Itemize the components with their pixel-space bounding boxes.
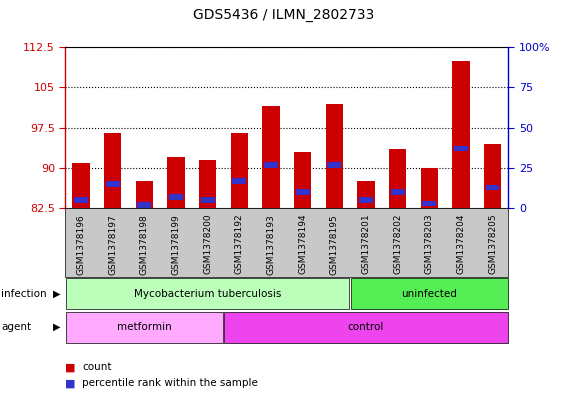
Bar	[327, 162, 341, 167]
Bar	[420, 168, 438, 208]
Text: GSM1378194: GSM1378194	[298, 214, 307, 274]
Bar	[389, 149, 406, 208]
Text: GSM1378198: GSM1378198	[140, 214, 149, 275]
Bar	[201, 197, 215, 203]
Bar	[136, 182, 153, 208]
Text: GSM1378204: GSM1378204	[457, 214, 465, 274]
Bar	[454, 146, 468, 151]
Text: GDS5436 / ILMN_2802733: GDS5436 / ILMN_2802733	[193, 8, 375, 22]
Text: control: control	[348, 322, 384, 332]
Text: GSM1378197: GSM1378197	[108, 214, 117, 275]
Text: GSM1378199: GSM1378199	[172, 214, 181, 275]
Text: GSM1378192: GSM1378192	[235, 214, 244, 274]
Text: ■: ■	[65, 378, 76, 388]
Bar	[486, 185, 499, 190]
Bar	[224, 312, 508, 343]
Text: GSM1378193: GSM1378193	[266, 214, 275, 275]
Bar	[325, 104, 343, 208]
Bar	[359, 197, 373, 203]
Text: uninfected: uninfected	[402, 289, 457, 299]
Bar	[66, 278, 349, 309]
Bar	[169, 194, 183, 200]
Bar	[391, 189, 404, 195]
Bar	[264, 162, 278, 167]
Text: infection: infection	[1, 289, 47, 299]
Text: GSM1378205: GSM1378205	[488, 214, 497, 274]
Bar	[73, 163, 90, 208]
Bar	[199, 160, 216, 208]
Bar	[422, 201, 436, 206]
Text: count: count	[82, 362, 112, 373]
Bar	[74, 197, 88, 203]
Text: GSM1378203: GSM1378203	[425, 214, 434, 274]
Bar	[66, 312, 223, 343]
Text: agent: agent	[1, 322, 31, 332]
Text: GSM1378202: GSM1378202	[393, 214, 402, 274]
Bar	[231, 133, 248, 208]
Bar	[357, 182, 375, 208]
Bar	[106, 181, 120, 187]
Bar	[232, 178, 247, 184]
Bar	[137, 202, 152, 208]
Text: metformin: metformin	[117, 322, 172, 332]
Bar	[484, 144, 501, 208]
Bar	[351, 278, 508, 309]
Text: ▶: ▶	[53, 322, 61, 332]
Text: Mycobacterium tuberculosis: Mycobacterium tuberculosis	[134, 289, 281, 299]
Text: GSM1378196: GSM1378196	[77, 214, 86, 275]
Text: GSM1378200: GSM1378200	[203, 214, 212, 274]
Text: ▶: ▶	[53, 289, 61, 299]
Bar	[296, 189, 310, 195]
Text: ■: ■	[65, 362, 76, 373]
Bar	[452, 61, 470, 208]
Bar	[104, 133, 122, 208]
Text: GSM1378195: GSM1378195	[330, 214, 339, 275]
Text: GSM1378201: GSM1378201	[361, 214, 370, 274]
Bar	[294, 152, 311, 208]
Text: percentile rank within the sample: percentile rank within the sample	[82, 378, 258, 388]
Bar	[168, 157, 185, 208]
Bar	[262, 106, 279, 208]
